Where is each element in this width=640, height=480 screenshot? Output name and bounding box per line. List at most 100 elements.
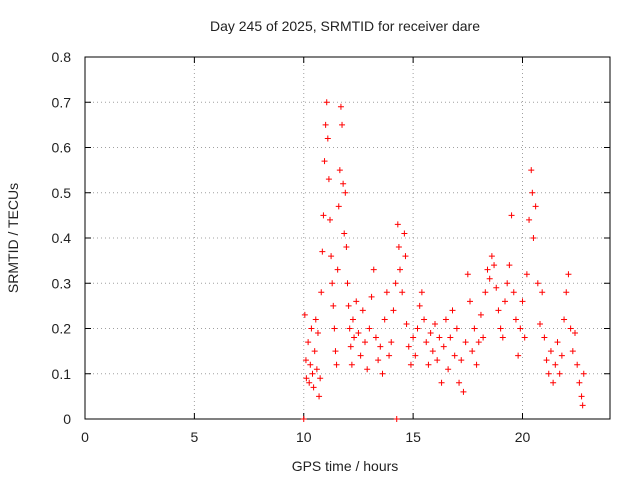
data-point (416, 302, 423, 309)
data-point (303, 375, 310, 382)
data-point (407, 361, 414, 368)
data-point (375, 357, 382, 364)
data-point (543, 357, 550, 364)
data-point (510, 289, 517, 296)
data-point (312, 316, 319, 323)
y-tick-label: 0.7 (52, 94, 72, 110)
data-point (445, 366, 452, 373)
data-point (578, 393, 585, 400)
data-point (308, 325, 315, 332)
data-point (563, 289, 570, 296)
data-point (491, 262, 498, 269)
data-point (497, 325, 504, 332)
data-point (340, 180, 347, 187)
data-point (464, 271, 471, 278)
data-point (471, 325, 478, 332)
data-point (523, 271, 530, 278)
data-point (537, 320, 543, 327)
data-point (314, 330, 321, 337)
data-point (526, 216, 533, 223)
data-point (484, 266, 491, 273)
data-point (346, 325, 353, 332)
data-point (451, 352, 458, 359)
data-point (305, 339, 312, 346)
data-point (322, 121, 329, 128)
data-point (337, 103, 344, 110)
data-point (403, 320, 410, 327)
data-point (502, 298, 508, 305)
x-tick-label: 10 (296, 429, 312, 445)
data-point (506, 262, 513, 269)
data-point (405, 343, 412, 350)
data-point (357, 352, 364, 359)
data-point (320, 212, 327, 219)
data-point (529, 189, 536, 196)
data-point (515, 352, 522, 359)
x-tick-label: 20 (515, 429, 531, 445)
data-point (521, 334, 528, 341)
data-point (370, 266, 377, 273)
data-point (319, 248, 326, 255)
data-point (317, 375, 324, 382)
data-point (480, 334, 487, 341)
data-point (425, 361, 432, 368)
x-tick-label: 5 (190, 429, 198, 445)
data-point (313, 366, 320, 373)
data-point (532, 203, 539, 210)
y-tick-label: 0.2 (52, 321, 72, 337)
data-point (306, 379, 313, 386)
data-point (438, 379, 445, 386)
data-point (359, 307, 366, 314)
data-point (421, 316, 428, 323)
data-point (453, 325, 460, 332)
data-point (309, 370, 316, 377)
data-point (569, 348, 576, 355)
data-point (353, 298, 360, 305)
data-point (379, 370, 386, 377)
data-point (362, 339, 368, 346)
data-point (486, 275, 493, 282)
data-point (333, 361, 340, 368)
chart-title: Day 245 of 2025, SRMTID for receiver dar… (210, 18, 480, 34)
data-point (323, 99, 330, 106)
data-point (392, 280, 399, 287)
data-point (561, 316, 568, 323)
y-tick-label: 0.5 (52, 185, 72, 201)
data-point (558, 352, 565, 359)
data-point (499, 334, 506, 341)
data-point (493, 284, 500, 291)
data-point (399, 289, 406, 296)
data-point (302, 357, 309, 364)
data-point (447, 334, 454, 341)
data-point (341, 230, 348, 237)
data-points (300, 99, 587, 422)
data-point (394, 221, 401, 228)
data-point (477, 311, 484, 318)
data-point (321, 158, 328, 165)
data-point (545, 370, 552, 377)
data-point (368, 293, 375, 300)
data-point (412, 352, 419, 359)
data-point (576, 379, 583, 386)
data-point (325, 176, 332, 183)
data-point (351, 334, 358, 341)
data-point (330, 302, 337, 309)
y-tick-label: 0.8 (52, 49, 72, 65)
data-point (397, 266, 403, 273)
data-point (432, 320, 438, 327)
data-point (488, 253, 495, 260)
data-point (336, 167, 343, 174)
data-point (377, 343, 384, 350)
data-point (579, 402, 586, 409)
data-point (547, 348, 554, 355)
data-point (572, 330, 578, 337)
data-point (554, 339, 561, 346)
data-point (372, 334, 379, 341)
data-point (348, 361, 355, 368)
data-point (383, 289, 390, 296)
data-point (574, 361, 581, 368)
data-point (462, 339, 469, 346)
data-point (390, 307, 397, 314)
data-point (310, 384, 317, 391)
grid (85, 57, 610, 419)
